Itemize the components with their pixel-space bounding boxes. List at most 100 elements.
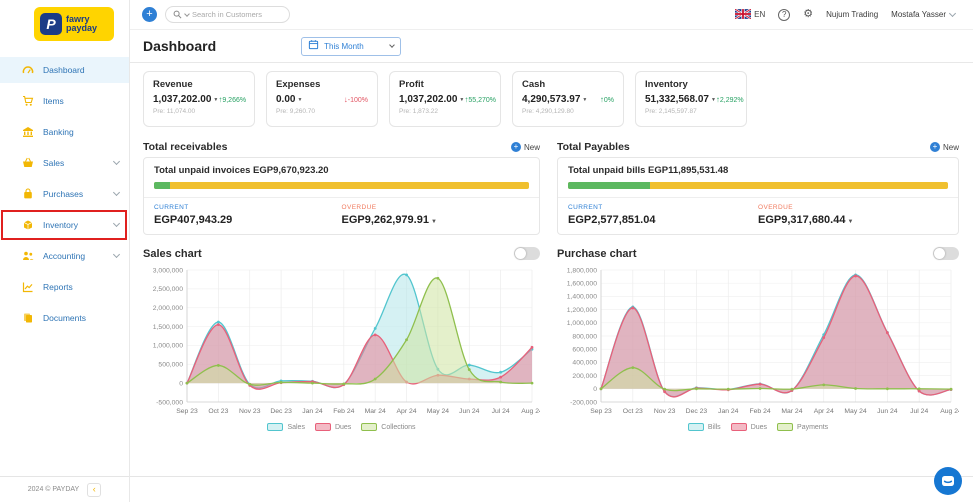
legend-label: Collections xyxy=(381,423,416,431)
people-icon xyxy=(22,250,34,262)
new-bill-button[interactable]: + New xyxy=(929,142,959,152)
svg-text:500,000: 500,000 xyxy=(158,362,183,369)
chat-launcher[interactable] xyxy=(934,467,962,495)
legend-label: Sales xyxy=(287,423,305,431)
svg-text:Aug 24: Aug 24 xyxy=(940,408,959,415)
legend-item[interactable]: Collections xyxy=(361,423,416,431)
language-switcher[interactable]: EN xyxy=(734,7,765,21)
kpi-value: 4,290,573.97 xyxy=(522,94,581,105)
sidebar-item-dashboard[interactable]: Dashboard xyxy=(0,57,129,83)
legend-swatch xyxy=(777,423,794,431)
svg-text:1,800,000: 1,800,000 xyxy=(567,267,597,274)
global-search[interactable] xyxy=(165,6,290,23)
svg-text:May 24: May 24 xyxy=(844,408,867,415)
kpi-delta: 55,270% xyxy=(464,95,496,104)
sidebar-item-label: Documents xyxy=(43,313,86,323)
overdue-label: OVERDUE xyxy=(341,204,377,211)
svg-text:Jul 24: Jul 24 xyxy=(910,408,928,415)
sidebar-item-banking[interactable]: Banking xyxy=(0,119,129,145)
svg-text:May 24: May 24 xyxy=(427,408,450,415)
sidebar-item-purchases[interactable]: Purchases xyxy=(0,181,129,207)
legend-swatch xyxy=(730,423,747,431)
sidebar-item-reports[interactable]: Reports xyxy=(0,274,129,300)
legend-item[interactable]: Bills xyxy=(687,423,721,431)
kpi-previous: Pre: 9,260.70 xyxy=(276,108,316,115)
legend-label: Dues xyxy=(750,423,768,431)
new-invoice-button[interactable]: + New xyxy=(510,142,540,152)
gear-icon[interactable]: ⚙ xyxy=(803,8,814,20)
receivables-card: Total unpaid invoices EGP9,670,923.20 CU… xyxy=(143,157,540,235)
sidebar-item-accounting[interactable]: Accounting xyxy=(0,243,129,269)
kpi-dropdown-caret-icon[interactable]: ▼ xyxy=(213,96,219,103)
legend-label: Dues xyxy=(334,423,352,431)
kpi-dropdown-caret-icon[interactable]: ▼ xyxy=(710,96,716,103)
fawry-payday-logo: P fawry payday xyxy=(34,7,114,41)
total-payables-section: Total Payables + New Total unpaid bills … xyxy=(557,141,959,235)
svg-text:-200,000: -200,000 xyxy=(570,399,597,406)
copyright-text: 2024 © PAYDAY xyxy=(27,486,80,493)
search-icon xyxy=(173,10,182,19)
receivables-title: Total receivables xyxy=(143,141,228,153)
period-select[interactable]: This Month xyxy=(301,36,402,56)
svg-text:200,000: 200,000 xyxy=(572,373,597,380)
legend-item[interactable]: Sales xyxy=(267,423,305,431)
chevron-down-icon xyxy=(948,9,957,17)
sidebar-item-label: Dashboard xyxy=(43,65,85,75)
svg-text:2,000,000: 2,000,000 xyxy=(153,305,183,312)
kpi-title: Revenue xyxy=(153,79,193,90)
main-area: + EN ? ⚙ Nujum Trading Mostafa Yasser xyxy=(130,0,973,502)
kpi-delta: 9,266% xyxy=(218,95,246,104)
svg-text:Oct 23: Oct 23 xyxy=(623,408,643,415)
kpi-delta: -100% xyxy=(344,95,368,104)
sidebar-item-label: Sales xyxy=(43,158,65,168)
svg-text:Sep 23: Sep 23 xyxy=(176,408,198,415)
overdue-dropdown-caret-icon[interactable]: ▼ xyxy=(430,219,437,225)
user-name: Mostafa Yasser xyxy=(891,10,946,19)
search-input[interactable] xyxy=(192,10,282,19)
sidebar-item-inventory[interactable]: Inventory xyxy=(0,210,129,240)
kpi-dropdown-caret-icon[interactable]: ▼ xyxy=(459,96,465,103)
payables-progress-bar xyxy=(568,182,948,189)
legend-label: Bills xyxy=(707,423,721,431)
overdue-value[interactable]: EGP9,262,979.91 ▼ xyxy=(341,214,437,226)
svg-text:800,000: 800,000 xyxy=(572,333,597,340)
svg-text:2,500,000: 2,500,000 xyxy=(153,286,183,293)
collapse-sidebar-button[interactable]: ‹ xyxy=(87,482,102,497)
sidebar-item-sales[interactable]: Sales xyxy=(0,150,129,176)
company-name[interactable]: Nujum Trading xyxy=(826,10,879,19)
svg-text:600,000: 600,000 xyxy=(572,347,597,354)
sidebar-item-label: Inventory xyxy=(43,220,78,230)
sales-chart-toggle[interactable] xyxy=(514,247,540,260)
svg-text:Jan 24: Jan 24 xyxy=(302,408,323,415)
svg-text:Jan 24: Jan 24 xyxy=(718,408,739,415)
kpi-title: Expenses xyxy=(276,79,321,90)
legend-item[interactable]: Dues xyxy=(314,423,352,431)
page-header: Dashboard This Month xyxy=(130,30,973,63)
purchase-chart-toggle[interactable] xyxy=(933,247,959,260)
overdue-dropdown-caret-icon[interactable]: ▼ xyxy=(847,219,854,225)
sidebar-item-documents[interactable]: Documents xyxy=(0,305,129,331)
sidebar-item-items[interactable]: Items xyxy=(0,88,129,114)
kpi-dropdown-caret-icon[interactable]: ▼ xyxy=(297,96,303,103)
legend-item[interactable]: Dues xyxy=(730,423,768,431)
svg-text:Dec 23: Dec 23 xyxy=(270,408,292,415)
receivables-progress-bar xyxy=(154,182,529,189)
svg-text:Oct 23: Oct 23 xyxy=(208,408,228,415)
kpi-dropdown-caret-icon[interactable]: ▼ xyxy=(582,96,588,103)
svg-text:Feb 24: Feb 24 xyxy=(333,408,354,415)
legend-label: Payments xyxy=(797,423,829,431)
user-menu[interactable]: Mostafa Yasser xyxy=(891,9,957,19)
svg-text:Mar 24: Mar 24 xyxy=(365,408,386,415)
charts-row: Sales chart 3,000,000 2,500,000 2,000,000 1… xyxy=(143,247,962,431)
quick-add-button[interactable]: + xyxy=(142,7,157,22)
chevron-down-icon xyxy=(112,157,121,166)
legend-item[interactable]: Payments xyxy=(777,423,828,431)
sidebar-item-label: Items xyxy=(43,96,64,106)
kpi-previous: Pre: 2,145,597.87 xyxy=(645,108,697,115)
overdue-value[interactable]: EGP9,317,680.44 ▼ xyxy=(758,214,854,226)
period-value: This Month xyxy=(324,41,364,51)
search-scope-chevron-icon[interactable] xyxy=(184,10,190,17)
kpi-previous: Pre: 1,873.22 xyxy=(399,108,439,115)
report-icon xyxy=(22,281,34,293)
help-icon[interactable]: ? xyxy=(778,8,791,21)
